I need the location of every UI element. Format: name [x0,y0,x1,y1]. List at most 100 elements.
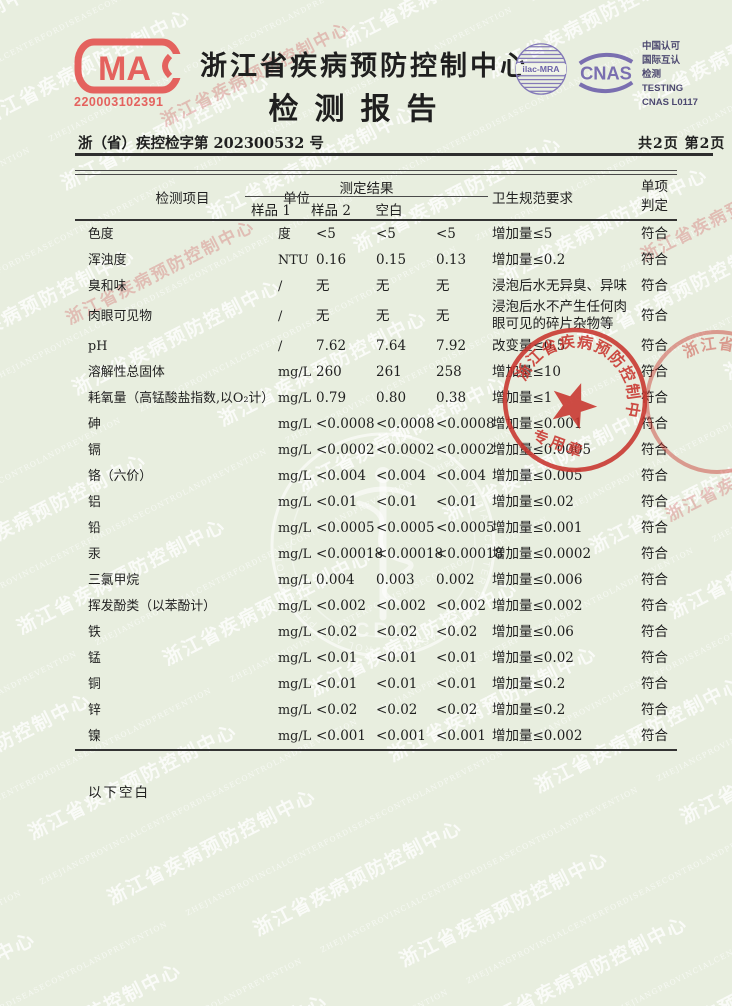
cell-s2: 无 [376,277,390,294]
table-row: 铅 mg/L <0.0005 <0.0005 <0.0005 增加量≤0.001 符合 [75,515,677,541]
watermark-en-row: ZHEJIANGPROVINCIALCENTERFORDISEASECONTRO… [0,919,732,1006]
cell-s1: <0.0005 [316,519,375,536]
table-row: 铜 mg/L <0.01 <0.01 <0.01 增加量≤0.2 符合 [75,671,677,697]
cell-unit: mg/L [278,494,312,510]
cell-req: 增加量≤0.2 [492,701,566,718]
cell-item: 镍 [88,728,101,744]
col-header-sample1: 样品 1 [251,203,291,219]
cell-blank: <0.0005 [436,519,495,536]
cell-req: 增加量≤0.006 [492,571,583,588]
table-row: 溶解性总固体 mg/L 260 261 258 增加量≤10 符合 [75,359,677,385]
col-header-judgement: 单项 判定 [632,175,677,219]
cell-judge: 符合 [641,597,668,614]
cell-unit: NTU [278,252,309,268]
cell-item: 铜 [88,676,101,692]
table-top-rule-2 [75,174,677,175]
cma-logo-icon: MA [74,38,184,94]
cell-s2: <0.01 [376,675,418,692]
cell-s1: <5 [316,225,336,242]
cell-req: 增加量≤0.001 [492,415,583,432]
cell-blank: 258 [436,363,462,380]
watermark-cn-row: 浙江省疾病预防控制中心 浙江省疾病预防控制中心 浙江省疾病预防控制中心 浙江省疾… [0,0,732,29]
cell-judge: 符合 [641,623,668,640]
cell-judge: 符合 [641,277,668,294]
cell-s1: 无 [316,307,330,324]
cell-item: 铁 [88,624,101,640]
cell-judge: 符合 [641,545,668,562]
cell-s1: <0.004 [316,467,366,484]
cell-s1: 7.62 [316,337,347,354]
cell-s1: <0.01 [316,649,358,666]
cell-s2: <0.02 [376,701,418,718]
cell-blank: <0.00018 [436,545,504,562]
cell-judge: 符合 [641,415,668,432]
col-header-blank: 空白 [375,203,403,219]
cell-unit: mg/L [278,468,312,484]
cell-unit: mg/L [278,702,312,718]
cell-judge: 符合 [641,571,668,588]
cell-unit: / [278,308,283,324]
cell-unit: mg/L [278,390,312,406]
cell-req: 增加量≤0.06 [492,623,574,640]
ilac-mra-logo-icon: ilac-MRA [515,43,567,95]
cell-judge: 符合 [641,363,668,380]
watermark-en-row: ZHEJIANGPROVINCIALCENTERFORDISEASECONTRO… [0,1002,732,1006]
cell-judge: 符合 [641,519,668,536]
watermark-en-row: ZHEJIANGPROVINCIALCENTERFORDISEASECONTRO… [0,835,732,1006]
cell-req: 增加量≤0.2 [492,251,566,268]
cell-blank: 无 [436,277,450,294]
blank-below-note: 以下空白 [88,785,150,801]
organization-title: 浙江省疾病预防控制中心 [200,51,530,82]
cell-blank: <5 [436,225,456,242]
cell-req: 增加量≤1 [492,389,553,406]
cell-judge: 符合 [641,701,668,718]
table-row: 铝 mg/L <0.01 <0.01 <0.01 增加量≤0.02 符合 [75,489,677,515]
cell-blank: 无 [436,307,450,324]
results-table: 检测项目 单位 测定结果 样品 1 样品 2 空白 卫生规范要求 单项 判定 色… [75,170,677,751]
accreditation-text-block: 中国认可 国际互认 检测 TESTING CNAS L0117 [642,40,698,110]
table-row: 锰 mg/L <0.01 <0.01 <0.01 增加量≤0.02 符合 [75,645,677,671]
cell-blank: <0.01 [436,675,478,692]
cell-item: 镉 [88,442,101,458]
col-header-requirement: 卫生规范要求 [492,191,573,207]
cell-req: 浸泡后水不产生任何肉眼可见的碎片杂物等 [492,299,627,332]
table-top-rule [75,170,677,171]
cell-req: 增加量≤0.002 [492,597,583,614]
result-group-underline [245,196,488,197]
cell-judge: 符合 [641,467,668,484]
cell-judge: 符合 [641,441,668,458]
cell-req: 增加量≤10 [492,363,561,380]
table-row: 镉 mg/L <0.0002 <0.0002 <0.0002 增加量≤0.0005 符合 [75,437,677,463]
cell-req: 增加量≤0.0002 [492,545,592,562]
cell-s1: 260 [316,363,342,380]
cell-s2: 0.80 [376,389,407,406]
cell-unit: mg/L [278,416,312,432]
cell-blank: <0.02 [436,701,478,718]
cell-req: 增加量≤0.005 [492,467,583,484]
cell-s1: <0.02 [316,701,358,718]
cell-req: 改变量≤0.5 [492,337,566,354]
cell-unit: mg/L [278,624,312,640]
cell-s2: <0.01 [376,649,418,666]
table-row: 三氯甲烷 mg/L 0.004 0.003 0.002 增加量≤0.006 符合 [75,567,677,593]
cell-unit: mg/L [278,676,312,692]
cma-ma-text: MA [98,50,151,88]
cell-blank: 0.002 [436,571,475,588]
cell-s2: <0.0008 [376,415,435,432]
table-row: 肉眼可见物 / 无 无 无 浸泡后水不产生任何肉眼可见的碎片杂物等 符合 [75,299,677,333]
col-header-unit: 单位 [283,191,310,207]
cell-s1: <0.01 [316,675,358,692]
cell-s2: <0.0005 [376,519,435,536]
cell-blank: <0.004 [436,467,486,484]
table-row: 浑浊度 NTU 0.16 0.15 0.13 增加量≤0.2 符合 [75,247,677,273]
cell-judge: 符合 [641,675,668,692]
cell-s1: 0.79 [316,389,347,406]
table-row: 锌 mg/L <0.02 <0.02 <0.02 增加量≤0.2 符合 [75,697,677,723]
cell-judge: 符合 [641,389,668,406]
cell-blank: 0.38 [436,389,467,406]
cell-judge: 符合 [641,649,668,666]
cell-req: 浸泡后水无异臭、异味 [492,277,627,294]
table-row: 挥发酚类（以苯酚计） mg/L <0.002 <0.002 <0.002 增加量≤0.00… [75,593,677,619]
cell-unit: mg/L [278,572,312,588]
